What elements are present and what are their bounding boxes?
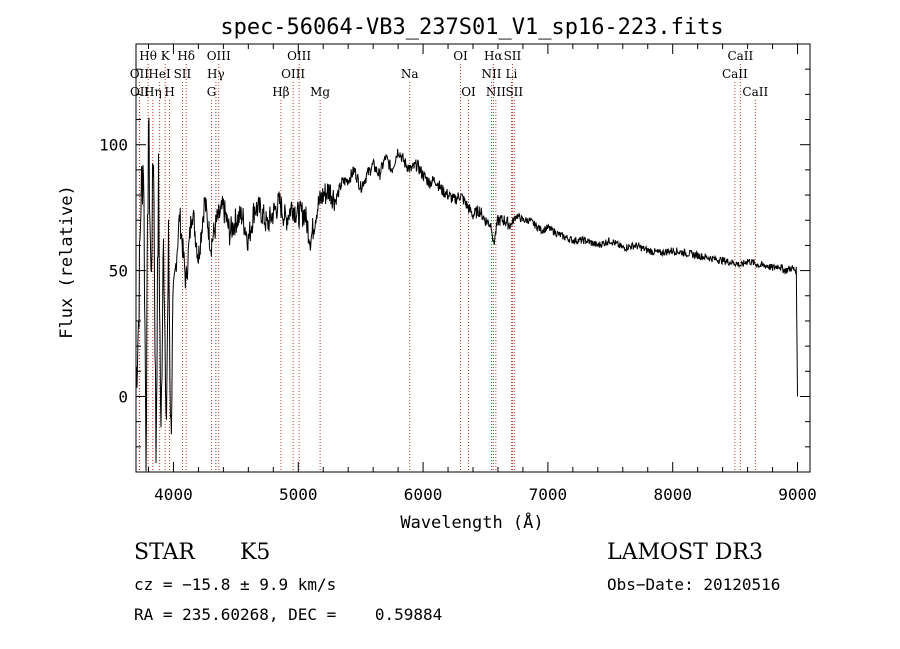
spectral-line-label-5: OI [453,49,468,63]
object-subclass: K5 [240,540,271,565]
spectral-line-label-3: OIII [207,49,231,63]
spectral-line-label-27: CaII [742,85,768,99]
x-tick-label: 6000 [404,485,443,504]
spectral-line-label-21: G [207,85,217,99]
spectral-line-label-14: Na [401,67,419,81]
spectral-line-label-13: OIII [281,67,305,81]
spectrum-line [135,117,798,472]
x-tick-label: 4000 [154,485,193,504]
spectral-line-label-15: NII [481,67,501,81]
y-axis-label: Flux (relative) [57,185,77,339]
survey-name: LAMOST DR3 [607,540,763,565]
spectral-line-label-19: Hη [144,85,162,99]
axes-layer: 4000 5000 6000 7000 8000 9000 0 50 100 [99,43,817,504]
spectral-line-label-20: H [164,85,174,99]
spectral-line-label-0: Hθ [139,49,157,63]
x-tick-label: 5000 [279,485,318,504]
spectral-line-label-18: OII [130,85,150,99]
spectral-line-label-9: OII [130,67,150,81]
y-tick-label: 50 [109,262,128,281]
spectral-line-label-26: SII [505,85,523,99]
spectral-line-label-12: Hγ [207,67,225,81]
x-axis-label: Wavelength (Å) [400,511,543,533]
redshift-velocity: cz = −15.8 ± 9.9 km/s [134,575,337,594]
spectral-line-label-10: HeI [148,67,171,81]
spectrum-layer [135,117,798,472]
y-tick-label: 0 [118,387,128,406]
chart-title: spec-56064-VB3_237S01_V1_sp16-223.fits [220,15,723,40]
spectral-line-label-25: NII [486,85,506,99]
spectral-line-label-4: OIII [287,49,311,63]
x-tick-label: 7000 [529,485,568,504]
spectral-line-label-22: Hβ [272,85,289,99]
spectral-line-label-6: Hα [484,49,503,63]
spectral-line-label-11: SII [174,67,192,81]
observation-date: Obs−Date: 20120516 [607,575,781,594]
spectral-line-label-17: CaII [722,67,748,81]
spectral-line-label-2: Hδ [177,49,195,63]
spectral-line-label-16: Li [506,67,518,81]
spectral-line-label-7: SII [504,49,522,63]
x-tick-label: 8000 [653,485,692,504]
object-class: STAR [134,540,195,565]
spectral-line-label-23: Mg [310,85,330,99]
spectral-line-label-8: CaII [727,49,753,63]
sky-coordinates: RA = 235.60268, DEC = 0.59884 [134,605,443,624]
x-tick-label: 9000 [778,485,817,504]
y-tick-label: 100 [99,136,128,155]
spectral-line-label-1: K [161,49,171,63]
spectral-line-label-24: OI [461,85,476,99]
